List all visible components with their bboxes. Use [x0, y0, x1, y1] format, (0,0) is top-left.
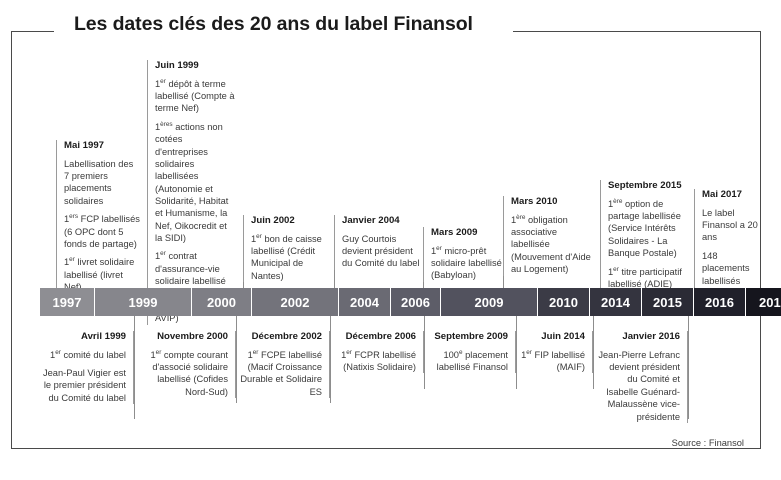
event-date-mai-2017: Mai 2017 [702, 189, 743, 200]
event-card-novembre-2000: Novembre 2000 1er compte courant d'associ… [140, 331, 236, 399]
timeline-segment-2004: 2004 [339, 288, 391, 316]
event-date-mai-1997: Mai 1997 [64, 140, 105, 151]
event-date-juin-2014: Juin 2014 [541, 331, 585, 342]
timeline-year-label: 2004 [350, 294, 379, 310]
event-detail: 1er livret solidaire labellisé (livret N… [64, 256, 135, 292]
timeline-segment-2010: 2010 [538, 288, 590, 316]
event-detail: 1ère obligation associative labellisée (… [511, 213, 591, 275]
timeline-segment-2015: 2015 [642, 288, 694, 316]
event-card-janvier-2004: Janvier 2004 Guy Courtois devient préside… [334, 215, 420, 270]
frame-border-top-left [11, 31, 54, 32]
event-date-janvier-2004: Janvier 2004 [342, 215, 400, 226]
event-card-decembre-2002: Décembre 2002 1er FCPE labellisé (Macif C… [240, 331, 330, 399]
page-title: Les dates clés des 20 ans du label Finan… [74, 13, 473, 35]
source-note: Source : Finansol [671, 438, 744, 448]
event-detail: 1ers FCP labellisés (6 OPC dont 5 fonds … [64, 213, 140, 249]
event-card-juin-2002: Juin 2002 1er bon de caisse labellisé (Cr… [243, 215, 331, 283]
timeline-segment-2009: 2009 [441, 288, 538, 316]
timeline-segment-2016: 2016 [694, 288, 746, 316]
event-detail: 1ères actions non cotées d'entreprises s… [155, 120, 229, 244]
frame-border-right [760, 31, 761, 449]
timeline-connector-line [330, 316, 331, 403]
timeline-connector-line [688, 316, 689, 419]
event-card-avril-1999: Avril 1999 1er comité du label Jean-Paul V… [36, 331, 134, 405]
event-detail: 1er dépôt à terme labellisé (Compte à te… [155, 77, 235, 114]
event-date-mars-2009: Mars 2009 [431, 227, 478, 238]
timeline-connector-line [593, 316, 594, 389]
timeline-connector-line [134, 316, 135, 419]
event-date-janvier-2016: Janvier 2016 [622, 331, 680, 342]
timeline-year-label: 2009 [474, 294, 504, 310]
event-card-juin-2014: Juin 2014 1er FIP labellisé (MAIF) [517, 331, 593, 374]
timeline-segment-2006: 2006 [391, 288, 441, 316]
event-detail: 1er FCPE labellisé (Macif Croissance Dur… [240, 348, 322, 397]
timeline-year-label: 2014 [601, 294, 630, 310]
event-date-juin-1999: Juin 1999 [155, 60, 199, 71]
timeline-year-label: 2006 [401, 294, 430, 310]
event-date-mars-2010: Mars 2010 [511, 196, 558, 207]
timeline-year-label: 2000 [207, 294, 236, 310]
event-detail: 1er bon de caisse labellisé (Crédit Muni… [251, 232, 322, 281]
event-detail: 100e placement labellisé Finansol [436, 348, 508, 373]
timeline-segment-1997: 1997 [40, 288, 95, 316]
timeline-segment-2017: 2017 [746, 288, 781, 316]
event-detail: 1er comité du label [50, 348, 126, 360]
timeline-connector-line [236, 316, 237, 403]
event-date-septembre-2015: Septembre 2015 [608, 180, 682, 191]
event-date-decembre-2006: Décembre 2006 [345, 331, 416, 342]
event-detail: 1er compte courant d'associé solidaire l… [150, 348, 228, 397]
timeline-segment-2014: 2014 [590, 288, 642, 316]
event-date-decembre-2002: Décembre 2002 [251, 331, 322, 342]
event-date-novembre-2000: Novembre 2000 [157, 331, 228, 342]
event-card-mars-2010: Mars 2010 1ère obligation associative lab… [503, 196, 591, 276]
event-card-juin-1999: Juin 1999 1er dépôt à terme labellisé (Co… [147, 60, 235, 325]
timeline-year-label: 1997 [52, 294, 82, 310]
event-date-avril-1999: Avril 1999 [81, 331, 126, 342]
timeline-connector-line [516, 316, 517, 389]
event-detail: Labellisation des 7 premiers placements … [64, 158, 134, 206]
event-detail: Le label Finansol a 20 ans [702, 207, 758, 243]
event-card-septembre-2015: Septembre 2015 1ère option de partage lab… [600, 180, 688, 291]
event-card-mai-2017: Mai 2017 Le label Finansol a 20 ans 148 pl… [694, 189, 764, 287]
event-card-decembre-2006: Décembre 2006 1er FCPR labellisé (Natixis… [334, 331, 424, 374]
event-detail: 148 placements labellisés [702, 250, 750, 286]
event-detail: 1er titre participatif labellisé (ADIE) [608, 265, 682, 289]
frame-border-top-right [513, 31, 761, 32]
timeline-year-label: 2017 [759, 294, 781, 310]
event-date-juin-2002: Juin 2002 [251, 215, 295, 226]
timeline-connector-line [424, 316, 425, 389]
timeline-segment-2002: 2002 [252, 288, 339, 316]
event-card-mai-1997: Mai 1997 Labellisation des 7 premiers pla… [56, 140, 140, 294]
frame-border-left [11, 31, 12, 449]
event-detail: 1er FIP labellisé (MAIF) [521, 348, 585, 373]
timeline-year-label: 2016 [705, 294, 734, 310]
timeline-segment-1999: 1999 [95, 288, 192, 316]
event-detail: Jean-Pierre Lefranc devient président du… [598, 349, 680, 422]
timeline-year-label: 1999 [128, 294, 158, 310]
timeline-year-label: 2010 [549, 294, 578, 310]
timeline-segment-2000: 2000 [192, 288, 252, 316]
event-card-mars-2009: Mars 2009 1er micro-prêt solidaire labell… [423, 227, 503, 282]
event-detail: 1ère option de partage labellisée (Servi… [608, 197, 681, 259]
event-detail: 1er FCPR labellisé (Natixis Solidaire) [341, 348, 416, 373]
timeline-bar: 1997 1999 2000 2002 2004 2006 2009 2010 2014 2015… [40, 288, 781, 316]
event-card-septembre-2009: Septembre 2009 100e placement labellisé F… [420, 331, 516, 374]
event-detail: Guy Courtois devient président du Comité… [342, 233, 420, 269]
timeline-year-label: 2002 [280, 294, 310, 310]
frame-border-bottom [11, 448, 761, 449]
event-detail: Jean-Paul Vigier est le premier présiden… [42, 368, 126, 403]
event-detail: 1er micro-prêt solidaire labellisé (Baby… [431, 244, 502, 281]
event-date-septembre-2009: Septembre 2009 [434, 331, 508, 342]
event-card-janvier-2016: Janvier 2016 Jean-Pierre Lefranc devient … [598, 331, 688, 423]
timeline-year-label: 2015 [653, 294, 682, 310]
